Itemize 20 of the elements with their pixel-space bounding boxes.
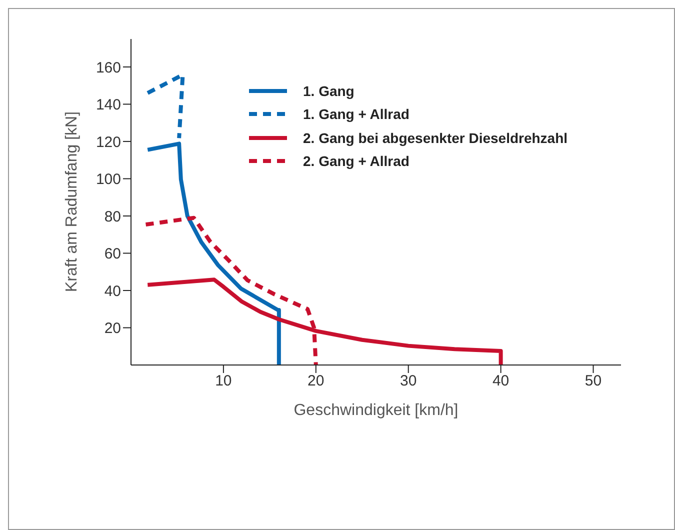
x-tick-label: 30 [400, 372, 417, 390]
x-tick-label: 20 [308, 372, 324, 390]
x-axis-title: Geschwindigkeit [km/h] [294, 402, 458, 419]
y-tick-label: 60 [104, 246, 121, 263]
y-tick-label: 120 [96, 134, 121, 151]
y-tick-label: 20 [104, 320, 121, 338]
x-tick-label: 50 [584, 372, 602, 390]
y-tick-label: 40 [104, 282, 121, 300]
y-tick-label: 160 [96, 59, 121, 76]
y-tick-label: 100 [96, 171, 121, 188]
line-series [146, 142, 281, 365]
legend-label: 2. Gang + Allrad [303, 153, 410, 170]
x-tick-label: 40 [492, 372, 510, 390]
y-tick-label: 140 [96, 96, 121, 114]
y-tick-label: 80 [104, 208, 121, 226]
x-tick-label: 10 [215, 372, 232, 390]
y-axis-title: Kraft am Radumfang [kN] [64, 111, 81, 292]
legend-label: 1. Gang + Allrad [303, 106, 410, 122]
legend-label: 1. Gang [303, 82, 354, 99]
legend-label: 2. Gang bei abgesenkter Dieseldrehzahl [303, 130, 568, 146]
